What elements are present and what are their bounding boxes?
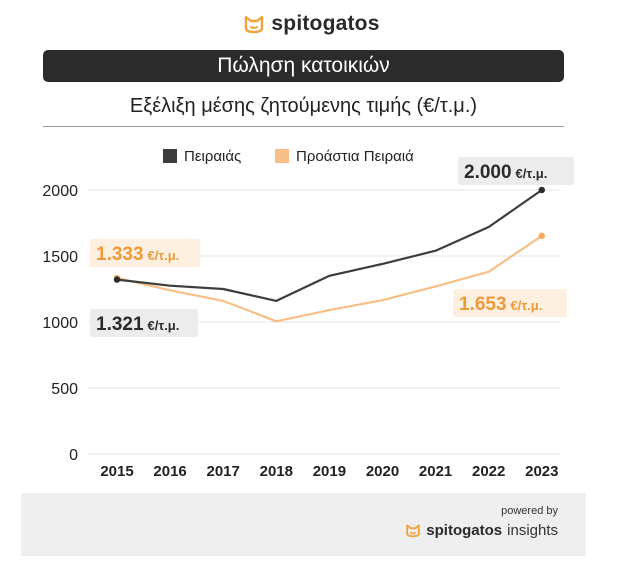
footer: powered by spitogatos insights [21,493,586,556]
data-label-piraeus-2015-box [90,309,198,337]
data-label-suburbs-2015-box [90,239,200,267]
y-tick-label: 500 [51,381,78,398]
data-label-suburbs-2015-unit: €/τ.μ. [148,248,180,263]
y-tick-label: 1000 [42,315,78,332]
data-label-suburbs-2023-unit: €/τ.μ. [511,298,543,313]
footer-brand-name: spitogatos [426,522,503,539]
brand-header: spitogatos [0,10,623,38]
x-tick-label: 2019 [313,463,346,480]
data-point-piraeus-2015 [113,276,121,283]
y-tick-label: 1500 [42,249,78,266]
data-label-suburbs-2015-value: 1.333 [96,244,144,265]
x-tick-label: 2022 [472,463,505,480]
line-chart: 0 500 1000 1500 2000 2015 2016 2017 2018 2019 2020… [42,148,574,480]
data-label-piraeus-2023: 2.000 €/τ.μ. [464,162,547,183]
data-label-piraeus-2023-value: 2.000 [464,162,512,183]
y-tick-label: 0 [69,447,78,464]
powered-by-label: powered by [501,505,558,517]
data-label-piraeus-2015-value: 1.321 [96,314,144,335]
subtitle-divider [43,126,564,127]
data-label-suburbs-2015: 1.333 €/τ.μ. [96,244,179,265]
legend-swatch-piraeus [163,149,177,163]
y-tick-label: 2000 [42,183,78,200]
x-tick-label: 2017 [207,463,240,480]
data-label-piraeus-2015: 1.321 €/τ.μ. [96,314,179,335]
data-label-suburbs-2023-value: 1.653 [459,294,507,315]
x-tick-label: 2020 [366,463,399,480]
data-label-piraeus-2023-box [458,157,574,185]
legend-label-suburbs: Προάστια Πειραιά [296,148,414,165]
x-tick-label: 2016 [153,463,186,480]
legend-swatch-suburbs [275,149,289,163]
data-point-piraeus-2023 [538,186,545,194]
data-point-suburbs-2023 [538,232,545,240]
data-label-piraeus-2023-unit: €/τ.μ. [516,166,548,181]
chart-subtitle: Εξέλιξη μέσης ζητούμενης τιμής (€/τ.μ.) [129,94,478,117]
footer-brand-suffix: insights [507,522,558,539]
cat-logo-icon [245,15,264,34]
cat-logo-icon [406,524,421,538]
data-label-piraeus-2015-unit: €/τ.μ. [148,318,180,333]
x-tick-label: 2021 [419,463,452,480]
brand-name: spitogatos [271,12,380,35]
x-tick-label: 2018 [260,463,293,480]
footer-brand: spitogatos insights [405,522,558,539]
legend-label-piraeus: Πειραιάς [184,148,241,165]
data-label-suburbs-2023: 1.653 €/τ.μ. [459,294,542,315]
x-tick-label: 2015 [100,463,133,480]
page-title: Πώληση κατοικιών [43,50,564,82]
series-line-suburbs [116,234,543,323]
x-tick-label: 2023 [525,463,558,480]
series-line-piraeus [116,189,543,302]
data-label-suburbs-2023-box [453,289,567,317]
